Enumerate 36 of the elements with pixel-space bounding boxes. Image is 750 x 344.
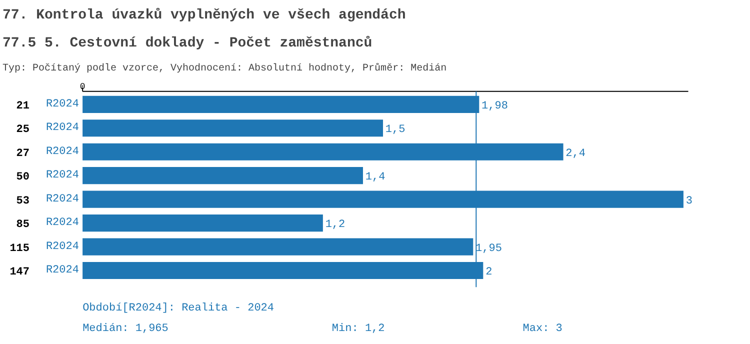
text: Medián: 1,965	[82, 323, 168, 336]
text: Typ: Počítaný podle vzorce, Vyhodnocení: Absolutní hodnoty, Průměr: Medián	[2, 62, 447, 74]
y-tick-label: 53	[16, 195, 30, 208]
text: R2024	[46, 170, 79, 182]
data-label: 1,98	[482, 100, 508, 112]
text: R2024	[46, 264, 79, 277]
data-label: 2	[486, 266, 492, 279]
data-label: 3	[686, 195, 692, 208]
text: Období[R2024]: Realita - 2024	[82, 302, 274, 314]
y-tick-label: 25	[16, 124, 30, 136]
bar	[82, 214, 323, 232]
y-tick-label: 50	[16, 172, 30, 184]
y-tick-label: 27	[16, 148, 30, 160]
chart-subtitle: 77.5 5. Cestovní doklady - Počet zaměstnanců	[2, 36, 372, 52]
data-label: 1,5	[385, 124, 406, 136]
data-label: 2,4	[566, 148, 586, 160]
y-tick-label: 115	[10, 242, 30, 255]
y-tick-label: 147	[10, 266, 30, 279]
text: Min: 1,2	[332, 323, 385, 336]
bar	[82, 238, 474, 256]
bar	[82, 167, 363, 184]
series-label: R2024	[46, 98, 80, 110]
y-tick-label: 21	[16, 100, 30, 112]
annotation: 0	[80, 82, 86, 92]
text: R2024	[46, 217, 79, 230]
text: R2024	[46, 240, 79, 253]
bar	[82, 120, 384, 137]
text: Max: 3	[522, 323, 562, 336]
text: R2024	[46, 146, 79, 158]
data-label: 1,4	[365, 172, 386, 184]
chart-title: 77. Kontrola úvazků vyplněných ve všech agendách	[2, 8, 406, 24]
y-tick-label: 85	[16, 219, 30, 232]
text: R2024	[46, 122, 79, 134]
data-label: 1,95	[476, 242, 502, 255]
text: R2024	[46, 193, 79, 206]
data-label: 1,2	[325, 219, 346, 232]
